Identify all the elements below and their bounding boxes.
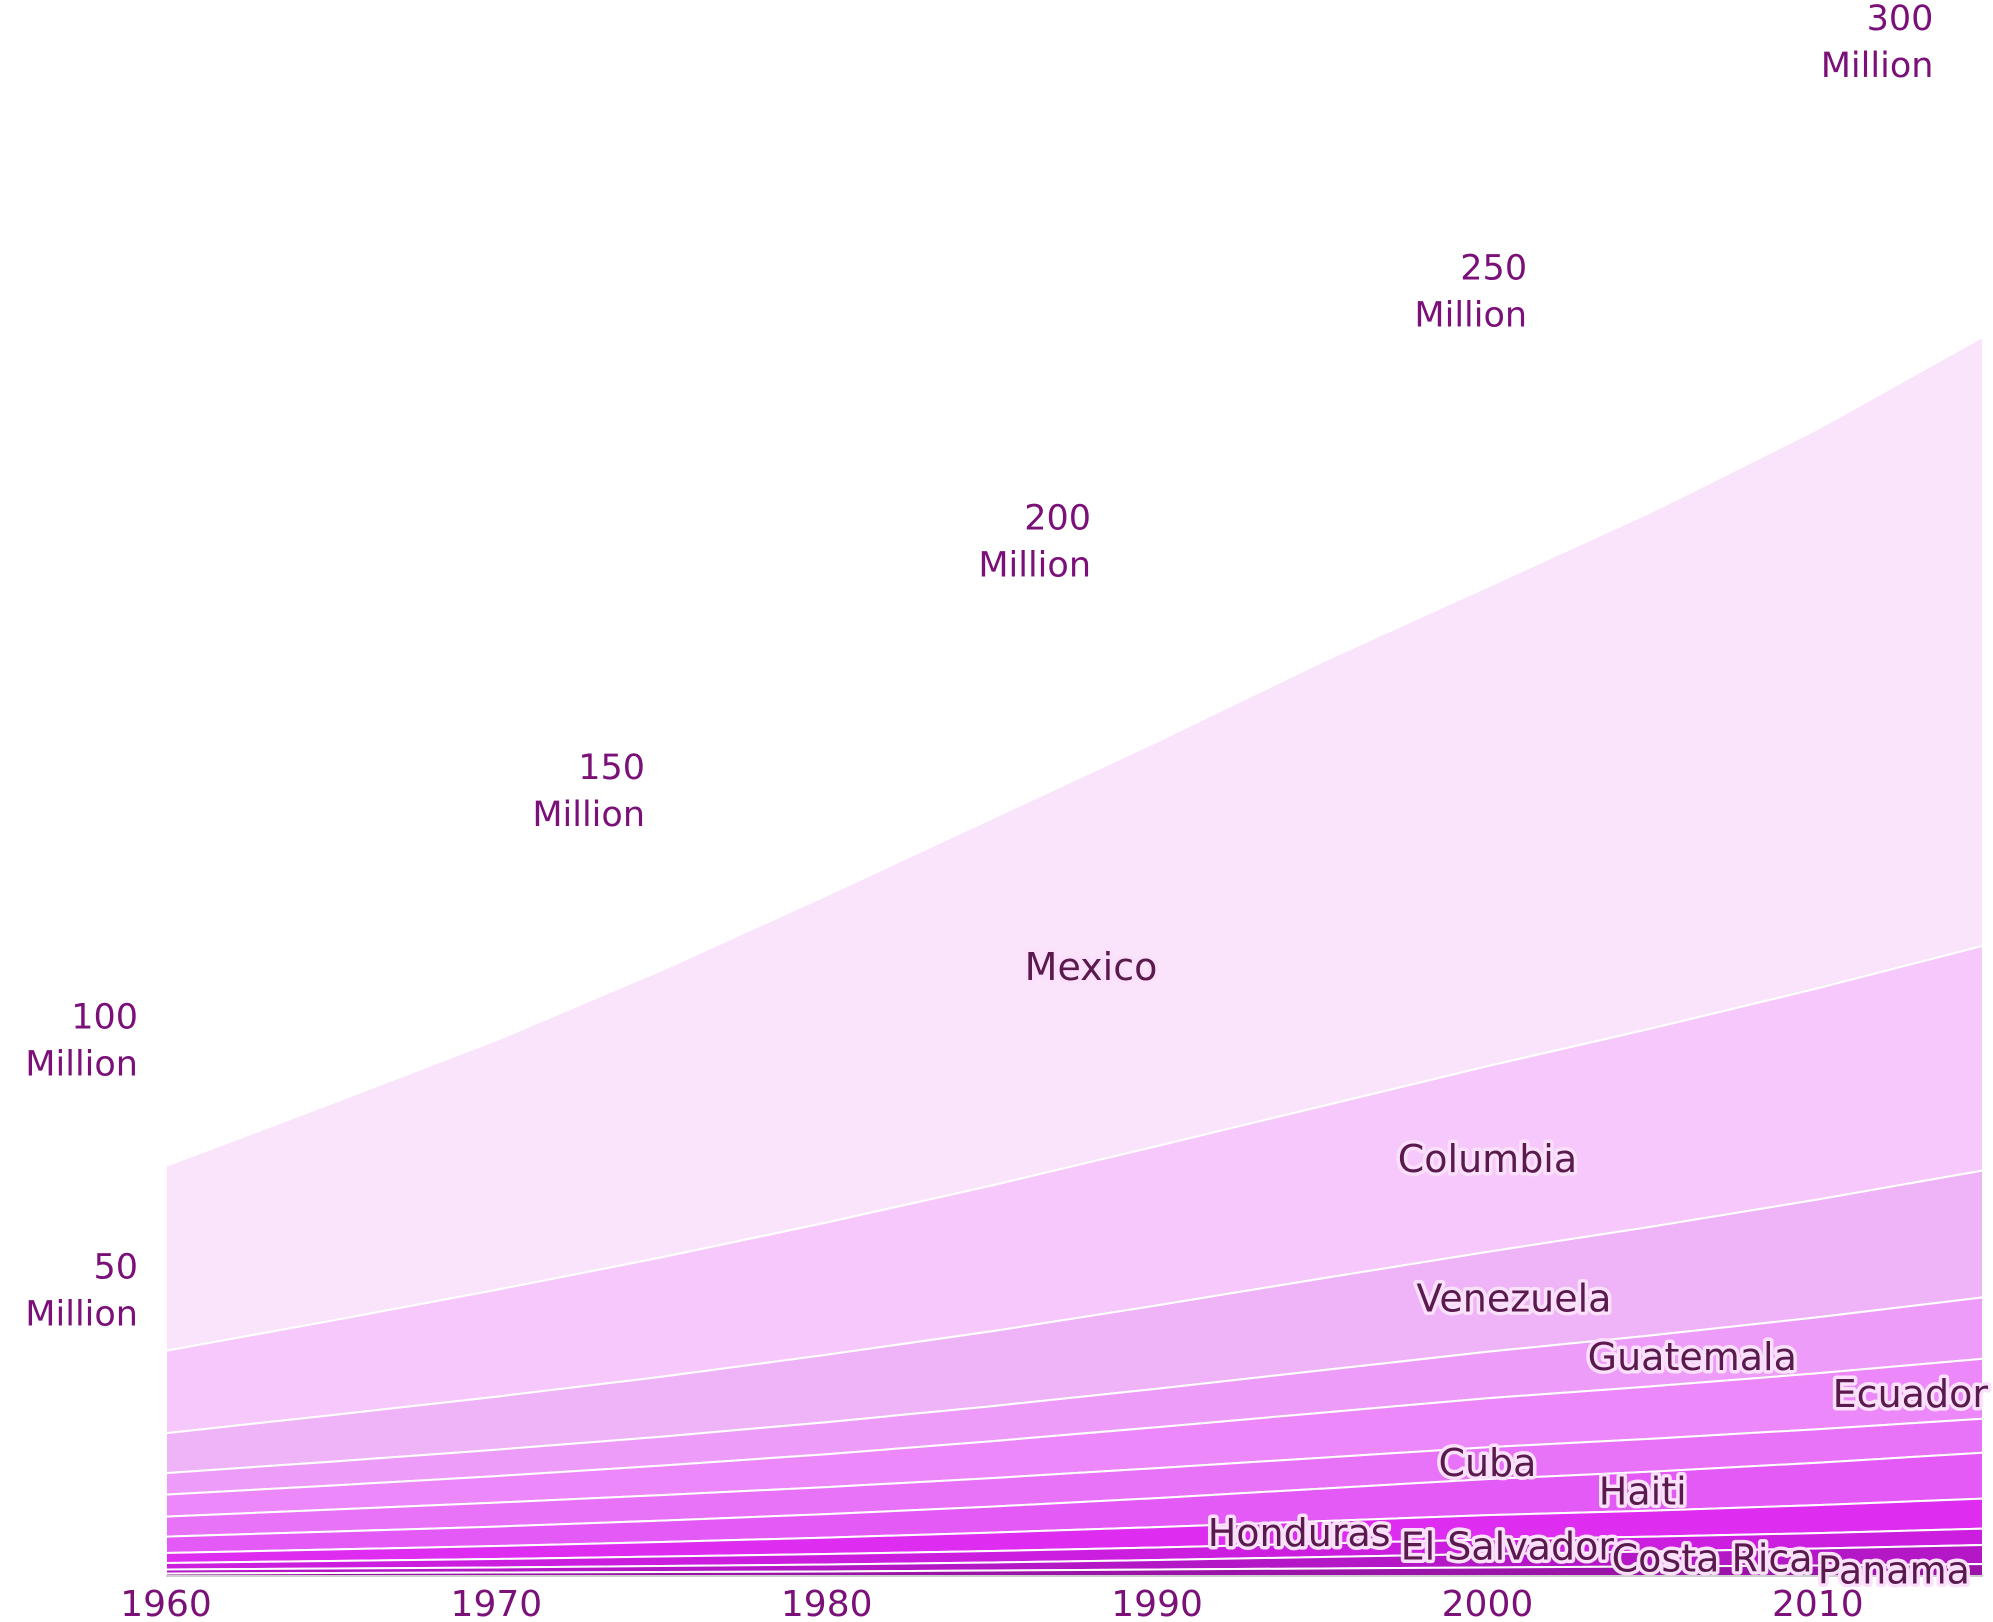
series-label-ecuador: Ecuador <box>1833 1372 1989 1416</box>
y-tick-label: 250 Million <box>1414 249 1527 336</box>
y-tick-label: 300 Million <box>1821 0 1934 86</box>
series-label-haiti: Haiti <box>1599 1469 1687 1513</box>
x-axis: 1960 1970 1980 1990 2000 2010 <box>120 1575 1983 1622</box>
x-tick-label: 2010 <box>1772 1584 1864 1622</box>
y-tick-label: 50 Million <box>25 1247 138 1334</box>
series-label-panama: Panama <box>1818 1548 1970 1592</box>
y-tick-label: 100 Million <box>25 998 138 1085</box>
y-tick-labels: 50 Million 100 Million 150 Million 200 Million 2… <box>25 0 1933 1334</box>
x-tick-label: 2000 <box>1442 1584 1534 1622</box>
series-label-venezuela: Venezuela <box>1416 1277 1611 1321</box>
x-tick-label: 1990 <box>1111 1584 1203 1622</box>
series-label-guatemala: Guatemala <box>1588 1335 1797 1379</box>
y-tick-label: 150 Million <box>532 748 645 835</box>
series-label-honduras: Honduras <box>1208 1511 1391 1555</box>
y-tick-label: 200 Million <box>978 498 1091 585</box>
series-label-el-salvador: El Salvador <box>1401 1524 1615 1568</box>
x-tick-label: 1960 <box>120 1584 212 1622</box>
x-tick-label: 1970 <box>451 1584 543 1622</box>
area-layer <box>165 335 1984 1577</box>
series-label-cuba: Cuba <box>1438 1441 1536 1485</box>
series-label-mexico: Mexico <box>1025 945 1158 989</box>
x-tick-label: 1980 <box>781 1584 873 1622</box>
series-label-costa-rica: Costa Rica <box>1612 1536 1813 1580</box>
series-label-columbia: Columbia <box>1398 1137 1577 1181</box>
